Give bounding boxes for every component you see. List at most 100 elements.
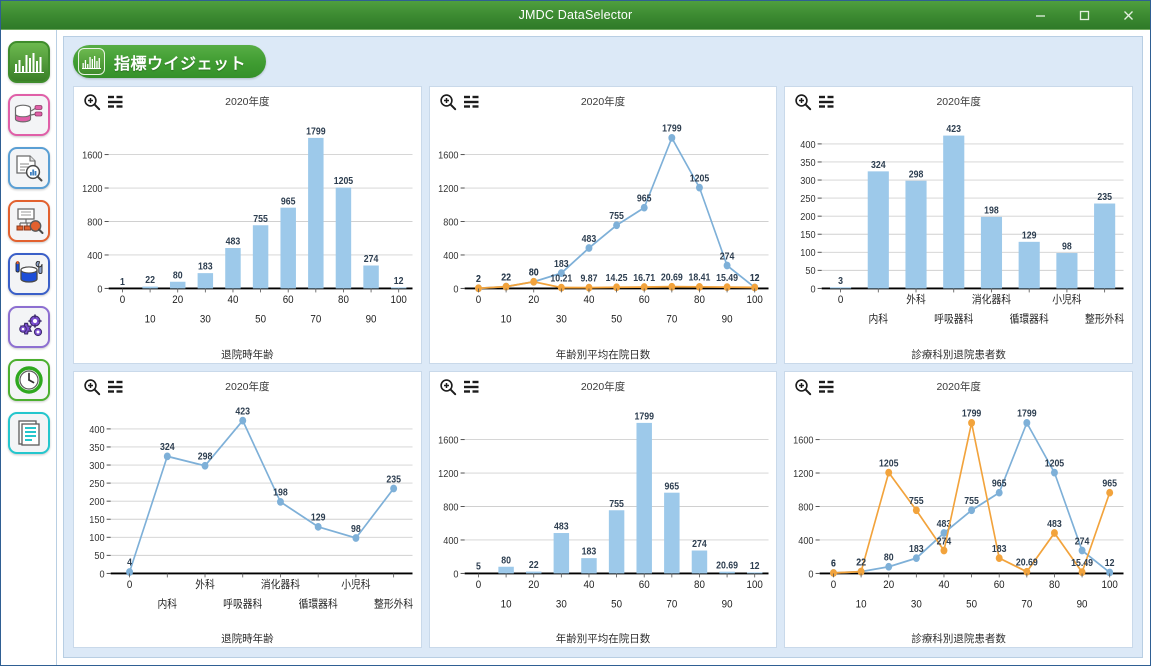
chart-plot-area[interactable]: 0 50 100 150 200 250 300 350 400 3 324 298 423 198 129… (785, 109, 1132, 348)
svg-text:消化器科: 消化器科 (261, 577, 300, 591)
zoom-in-icon[interactable] (438, 377, 458, 397)
svg-text:0: 0 (811, 284, 817, 296)
svg-text:300: 300 (89, 460, 105, 472)
zoom-in-icon[interactable] (438, 92, 458, 112)
sidebar-item-settings[interactable] (7, 306, 50, 348)
svg-text:50: 50 (611, 599, 622, 611)
svg-text:965: 965 (992, 478, 1007, 489)
svg-text:3: 3 (838, 276, 843, 287)
chart-xaxis-label: 退院時年齢 (221, 633, 274, 645)
chart-card: 2020年度 0 50 100 150 200 250 300 350 400 4 324 298 423… (73, 370, 422, 648)
svg-text:30: 30 (911, 599, 922, 611)
database-tools-icon (15, 261, 42, 283)
svg-text:小児科: 小児科 (1053, 293, 1082, 307)
chart-title: 2020年度 (936, 380, 981, 393)
svg-text:1205: 1205 (1045, 457, 1064, 468)
sidebar-item-database[interactable] (7, 94, 50, 136)
svg-text:22: 22 (145, 275, 155, 286)
sidebar-item-data-map-search[interactable] (7, 200, 50, 242)
svg-text:800: 800 (443, 501, 459, 513)
close-button[interactable] (1106, 1, 1150, 30)
zoom-in-icon[interactable] (82, 377, 102, 397)
svg-text:0: 0 (831, 579, 837, 591)
svg-text:12: 12 (394, 276, 404, 287)
svg-text:内科: 内科 (158, 596, 178, 610)
detail-list-icon[interactable] (817, 92, 837, 112)
svg-text:20: 20 (884, 579, 895, 591)
svg-text:965: 965 (1103, 478, 1118, 489)
detail-list-icon[interactable] (106, 92, 126, 112)
svg-text:外科: 外科 (907, 293, 927, 307)
svg-text:423: 423 (947, 124, 962, 135)
svg-text:755: 755 (609, 498, 624, 509)
svg-text:80: 80 (694, 579, 705, 591)
svg-text:400: 400 (87, 250, 103, 262)
svg-text:298: 298 (909, 169, 924, 180)
svg-text:1: 1 (120, 277, 125, 288)
svg-text:235: 235 (386, 473, 401, 484)
svg-text:50: 50 (255, 314, 266, 326)
sidebar-item-document-search[interactable] (7, 147, 50, 189)
svg-text:400: 400 (89, 424, 105, 436)
svg-text:98: 98 (1062, 241, 1072, 252)
svg-text:1205: 1205 (689, 173, 708, 184)
detail-list-icon[interactable] (106, 377, 126, 397)
svg-text:80: 80 (529, 267, 539, 278)
svg-text:90: 90 (1077, 599, 1088, 611)
svg-text:100: 100 (801, 248, 817, 260)
svg-text:0: 0 (97, 284, 103, 296)
sidebar-item-report[interactable] (7, 412, 50, 454)
zoom-in-icon[interactable] (793, 377, 813, 397)
svg-text:20: 20 (528, 579, 539, 591)
svg-text:40: 40 (228, 295, 239, 307)
svg-text:129: 129 (1022, 230, 1037, 241)
chart-plot-area[interactable]: 0 400 800 1200 1600 1 22 80 183 483 755 965 1799 1205… (74, 109, 421, 348)
detail-list-icon[interactable] (462, 377, 482, 397)
chart-plot-area[interactable]: 0 50 100 150 200 250 300 350 400 4 324 298 423 198 129… (74, 394, 421, 633)
sidebar-item-indicator-widget[interactable] (7, 41, 50, 83)
svg-text:100: 100 (746, 295, 763, 307)
chart-plot-area[interactable]: 0 400 800 1200 1600 6 22 80 183 483 755 965 1799 1205… (785, 394, 1132, 633)
svg-text:1200: 1200 (438, 183, 459, 195)
sidebar-item-history[interactable] (7, 359, 50, 401)
chart-plot-area[interactable]: 0 400 800 1200 1600 5 80 22 483 183 755 1799 965 274 2… (430, 394, 777, 633)
chart-card: 2020年度 0 50 100 150 200 250 300 350 400 3 324 298 423… (784, 86, 1133, 364)
svg-text:0: 0 (120, 295, 126, 307)
svg-text:14.25: 14.25 (605, 273, 627, 284)
content-area: 指標ウイジェット 2020年度 0 400 800 1200 1600 1 22 80 183 48… (57, 30, 1150, 665)
svg-text:235: 235 (1098, 192, 1113, 203)
chart-xaxis-label: 年齢別平均在院日数 (555, 348, 651, 361)
svg-text:250: 250 (801, 194, 817, 206)
svg-text:80: 80 (694, 295, 705, 307)
charts-grid: 2020年度 0 400 800 1200 1600 1 22 80 183 483 755 965 17… (73, 86, 1133, 648)
svg-text:20: 20 (528, 295, 539, 307)
svg-text:6: 6 (831, 558, 836, 569)
bar-chart-icon (78, 48, 105, 75)
svg-text:40: 40 (939, 579, 950, 591)
svg-text:755: 755 (965, 495, 980, 506)
indicator-widget-panel: 指標ウイジェット 2020年度 0 400 800 1200 1600 1 22 80 183 48… (63, 36, 1143, 658)
maximize-button[interactable] (1062, 1, 1106, 30)
svg-text:12: 12 (749, 273, 759, 284)
chart-plot-area[interactable]: 0 400 800 1200 1600 2 22 80 183 483 755 965 1799 1205… (430, 109, 777, 348)
svg-text:1200: 1200 (793, 468, 814, 480)
zoom-in-icon[interactable] (793, 92, 813, 112)
window-title: JMDC DataSelector (518, 8, 633, 22)
svg-text:15.49: 15.49 (716, 272, 738, 283)
sidebar-item-database-tools[interactable] (7, 253, 50, 295)
detail-list-icon[interactable] (817, 377, 837, 397)
widget-title-badge[interactable]: 指標ウイジェット (73, 45, 267, 78)
svg-text:150: 150 (801, 230, 817, 242)
svg-text:755: 755 (909, 495, 924, 506)
svg-text:22: 22 (529, 559, 539, 570)
minimize-button[interactable] (1018, 1, 1062, 30)
svg-text:350: 350 (801, 157, 817, 169)
svg-text:12: 12 (749, 560, 759, 571)
detail-list-icon[interactable] (462, 92, 482, 112)
svg-text:80: 80 (338, 295, 349, 307)
svg-text:10: 10 (500, 314, 511, 326)
svg-text:15.49: 15.49 (1071, 557, 1093, 568)
svg-text:0: 0 (99, 568, 105, 580)
zoom-in-icon[interactable] (82, 92, 102, 112)
